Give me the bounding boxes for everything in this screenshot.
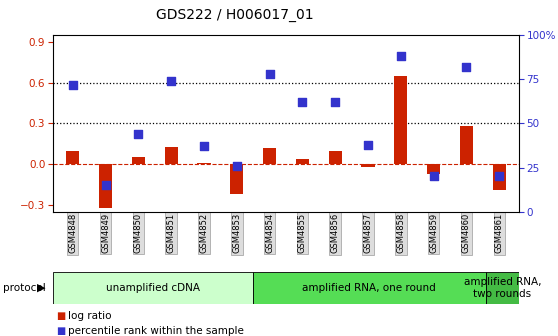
- Bar: [296, 159, 309, 164]
- Point: [167, 79, 176, 84]
- Point: [265, 71, 274, 77]
- Text: GDS222 / H006017_01: GDS222 / H006017_01: [156, 8, 313, 23]
- Bar: [165, 146, 177, 164]
- Point: [68, 82, 77, 87]
- Text: protocol: protocol: [3, 283, 46, 293]
- Bar: [198, 163, 210, 164]
- Point: [298, 100, 307, 105]
- Point: [199, 144, 208, 149]
- Bar: [395, 76, 407, 164]
- Bar: [99, 164, 112, 208]
- Bar: [230, 164, 243, 194]
- Text: ■: ■: [56, 311, 65, 321]
- Point: [134, 131, 143, 137]
- Bar: [362, 164, 374, 167]
- Point: [396, 54, 405, 59]
- Point: [364, 142, 373, 148]
- Text: percentile rank within the sample: percentile rank within the sample: [68, 326, 244, 336]
- Bar: [132, 157, 145, 164]
- Bar: [427, 164, 440, 174]
- Bar: [329, 151, 341, 164]
- Point: [495, 174, 504, 179]
- Point: [101, 182, 110, 188]
- Bar: [66, 151, 79, 164]
- Text: ■: ■: [56, 326, 65, 336]
- Text: log ratio: log ratio: [68, 311, 112, 321]
- Point: [462, 65, 471, 70]
- Text: amplified RNA, one round: amplified RNA, one round: [302, 283, 436, 293]
- Text: amplified RNA,
two rounds: amplified RNA, two rounds: [464, 277, 541, 299]
- Bar: [253, 272, 485, 304]
- Bar: [263, 148, 276, 164]
- Text: unamplified cDNA: unamplified cDNA: [106, 283, 200, 293]
- Point: [331, 100, 340, 105]
- Point: [429, 174, 438, 179]
- Text: ▶: ▶: [36, 283, 45, 293]
- Bar: [53, 272, 253, 304]
- Bar: [493, 164, 506, 190]
- Bar: [485, 272, 519, 304]
- Bar: [460, 126, 473, 164]
- Point: [232, 163, 241, 169]
